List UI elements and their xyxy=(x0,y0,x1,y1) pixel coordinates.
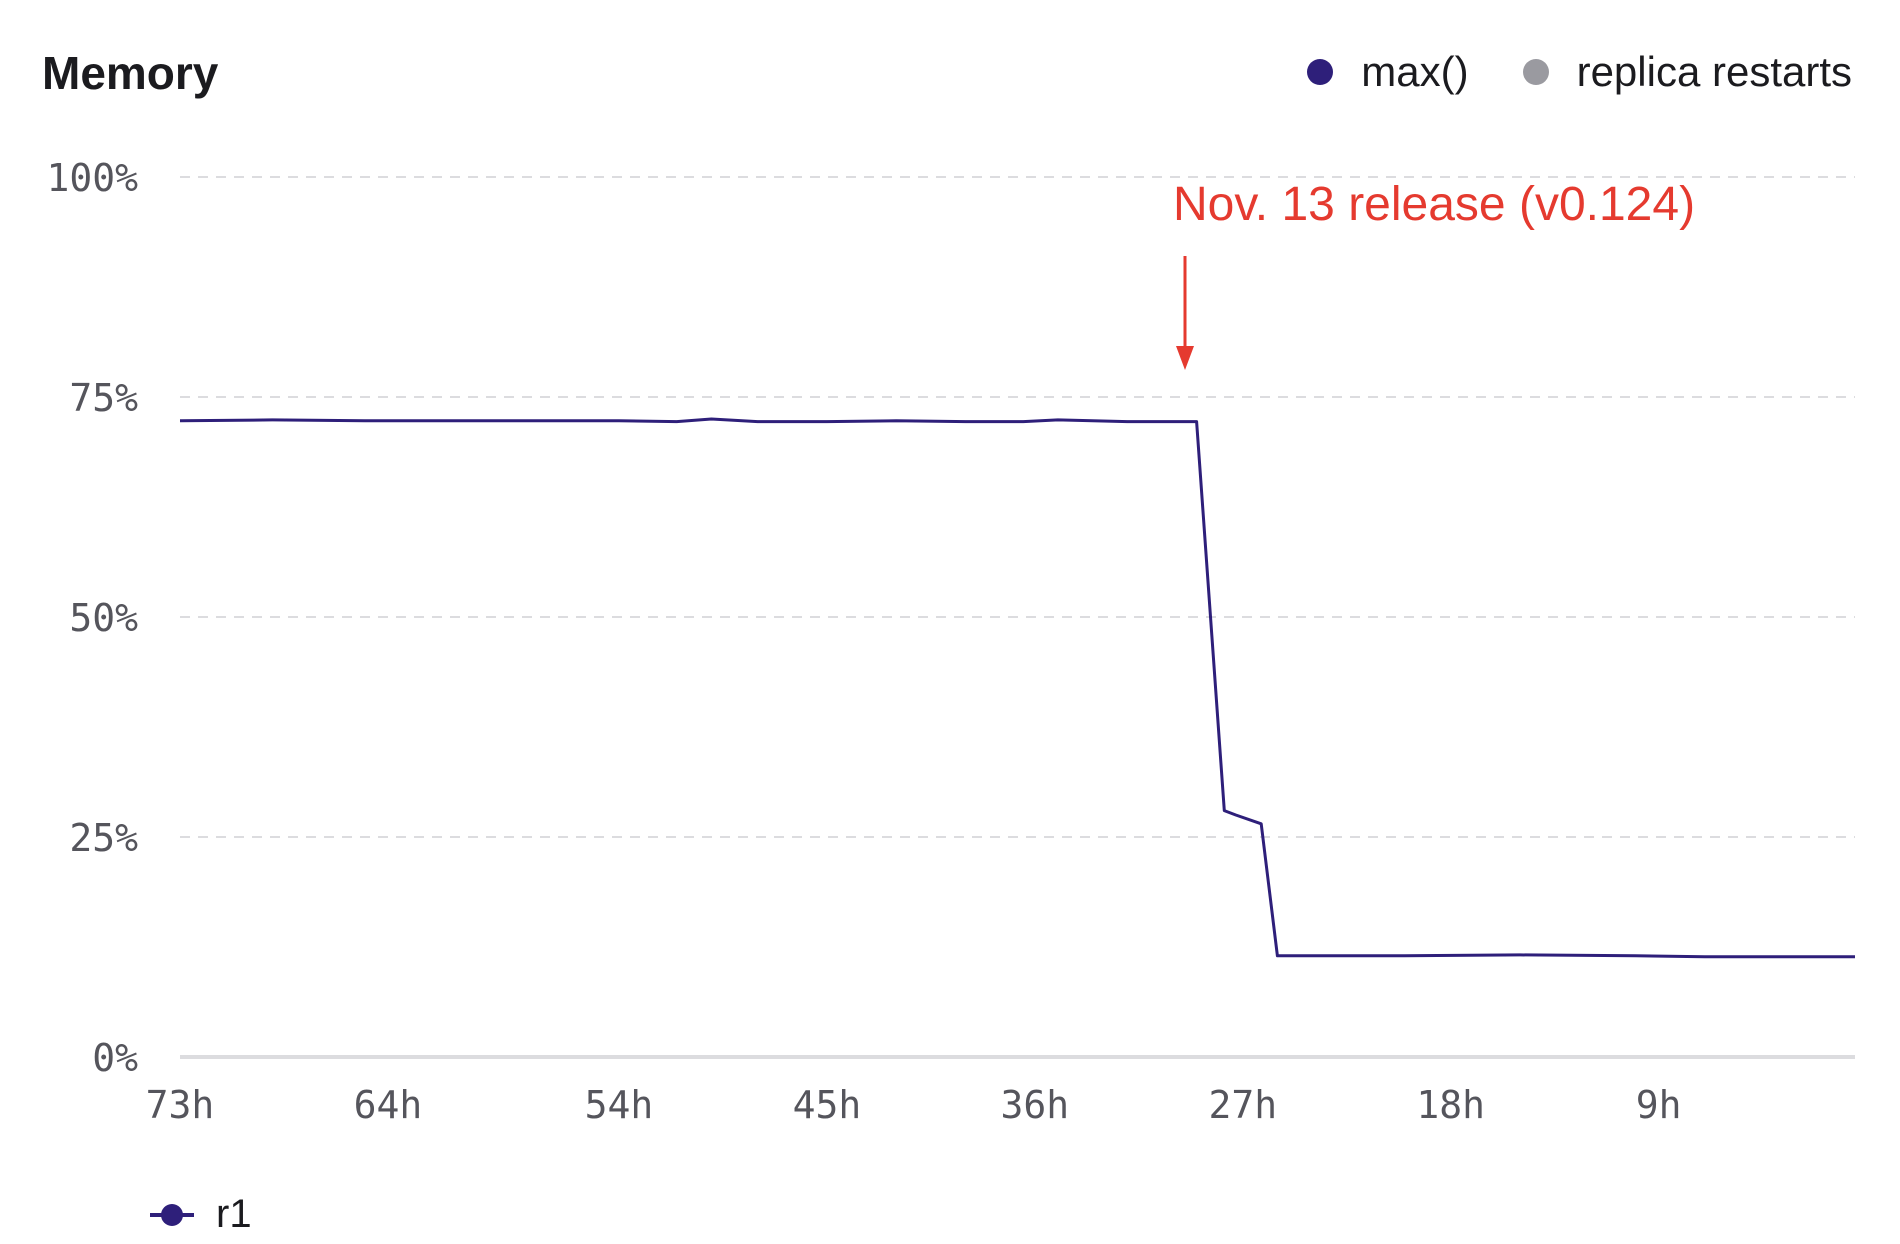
x-tick-label: 27h xyxy=(1208,1083,1277,1127)
y-tick-label: 25% xyxy=(69,816,138,860)
y-tick-label: 100% xyxy=(46,156,138,200)
y-tick-label: 0% xyxy=(92,1036,138,1080)
x-tick-label: 54h xyxy=(585,1083,654,1127)
annotation-layer: Nov. 13 release (v0.124) xyxy=(1173,178,1695,370)
x-tick-label: 64h xyxy=(354,1083,423,1127)
legend-label-max: max() xyxy=(1361,48,1469,95)
x-tick-label: 9h xyxy=(1636,1083,1682,1127)
legend-item-max[interactable]: max() xyxy=(1307,48,1469,96)
chart-title: Memory xyxy=(42,47,219,99)
legend-marker-replica-restarts xyxy=(1522,59,1549,85)
series-line-r1[interactable] xyxy=(179,417,1855,959)
annotation-arrowhead xyxy=(1176,346,1194,370)
x-tick-label: 36h xyxy=(1001,1083,1070,1127)
legend-marker-max xyxy=(1307,59,1334,85)
y-tick-label: 75% xyxy=(69,376,138,420)
x-tick-label: 45h xyxy=(793,1083,862,1127)
y-tick-labels: 100% 75% 50% 25% 0% xyxy=(46,156,138,1080)
x-tick-label: 73h xyxy=(146,1083,215,1127)
chart-legend: max() replica restarts xyxy=(1307,48,1852,96)
grid-layer xyxy=(180,176,1855,1059)
annotation-label: Nov. 13 release (v0.124) xyxy=(1173,178,1695,231)
legend-item-replica-restarts[interactable]: replica restarts xyxy=(1522,48,1852,96)
series-layer xyxy=(179,417,1855,959)
legend-label-replica-restarts: replica restarts xyxy=(1576,48,1852,95)
x-tick-label: 18h xyxy=(1416,1083,1485,1127)
x-tick-labels: 73h 64h 54h 45h 36h 27h 18h 9h xyxy=(146,1083,1682,1127)
series-key-label: r1 xyxy=(216,1192,252,1236)
series-key-icon xyxy=(150,1203,194,1226)
series-key-r1[interactable]: r1 xyxy=(150,1192,252,1237)
y-tick-label: 50% xyxy=(69,596,138,640)
